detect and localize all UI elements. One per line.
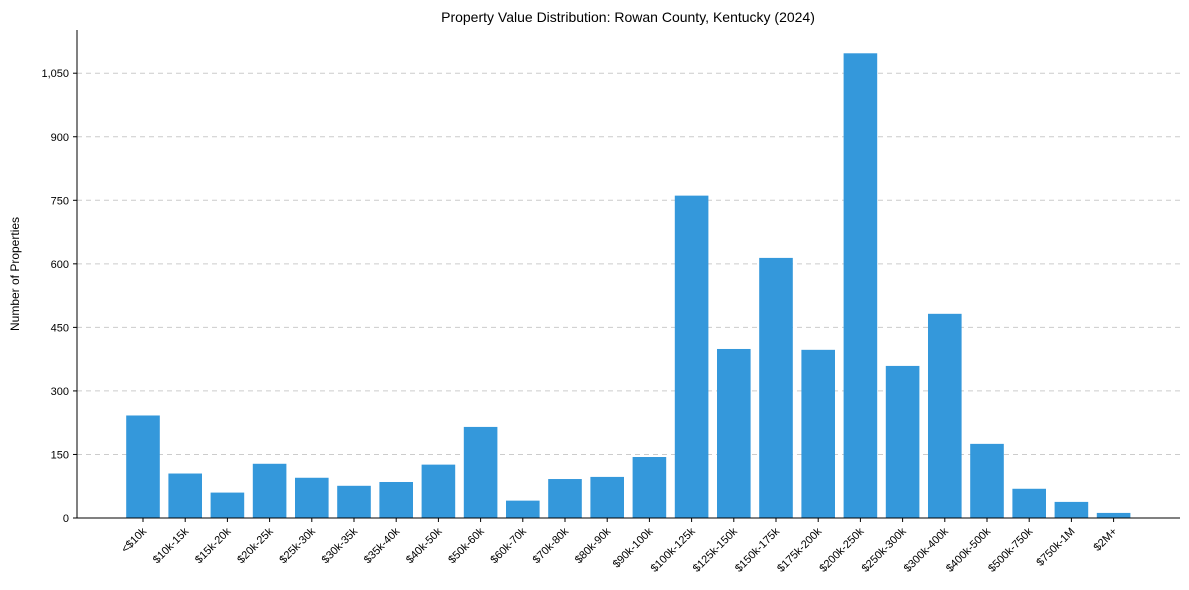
x-tick-label: $40k-50k bbox=[404, 525, 445, 566]
bar-22 bbox=[1054, 501, 1089, 518]
x-tick-label: $60k-70k bbox=[488, 525, 529, 566]
bar-1 bbox=[168, 473, 202, 518]
y-tick-label: 750 bbox=[51, 195, 69, 207]
x-ticks: <$10k $10k-15k $15k-20k $20k-25k $25k-30k $30… bbox=[119, 518, 1120, 575]
y-axis-label: Number of Properties bbox=[8, 217, 22, 331]
x-tick-label: $15k-20k bbox=[193, 525, 234, 566]
y-tick-label: 450 bbox=[51, 322, 69, 334]
x-tick-label: $80k-90k bbox=[573, 525, 614, 566]
x-tick-label: $10k-15k bbox=[151, 525, 192, 566]
y-tick-label: 1,050 bbox=[41, 68, 69, 80]
x-tick-label: $30k-35k bbox=[320, 525, 361, 566]
bar-2 bbox=[210, 492, 245, 518]
bar-23 bbox=[1096, 512, 1131, 518]
x-tick-label: $25k-30k bbox=[277, 525, 318, 566]
x-tick-label: $500k-750k bbox=[986, 525, 1035, 574]
bar-19 bbox=[928, 313, 962, 518]
bar-13 bbox=[674, 195, 709, 518]
gridlines bbox=[77, 72, 1180, 455]
bars bbox=[126, 53, 1131, 518]
bar-15 bbox=[759, 257, 793, 518]
bar-14 bbox=[717, 348, 751, 518]
bar-21 bbox=[1012, 488, 1046, 518]
x-tick-label: $50k-60k bbox=[446, 525, 487, 566]
x-tick-label: $90k-100k bbox=[611, 525, 656, 570]
bar-9 bbox=[506, 500, 540, 518]
bar-8 bbox=[463, 426, 498, 518]
bar-17 bbox=[843, 53, 878, 518]
y-tick-label: 900 bbox=[51, 132, 69, 144]
y-tick-label: 150 bbox=[51, 449, 69, 461]
y-tick-label: 300 bbox=[51, 386, 69, 398]
x-tick-label: $35k-40k bbox=[362, 525, 403, 566]
bar-5 bbox=[337, 485, 371, 518]
bar-12 bbox=[632, 457, 667, 518]
bar-7 bbox=[421, 464, 456, 518]
bar-0 bbox=[126, 415, 160, 518]
bar-3 bbox=[252, 463, 287, 518]
x-tick-label: $20k-25k bbox=[235, 525, 276, 566]
bar-4 bbox=[295, 477, 329, 518]
bar-18 bbox=[885, 365, 920, 518]
chart-title: Property Value Distribution: Rowan Count… bbox=[441, 9, 815, 25]
y-tick-label: 0 bbox=[63, 513, 69, 525]
x-tick-label: <$10k bbox=[119, 525, 149, 555]
bar-6 bbox=[379, 481, 413, 518]
bar-11 bbox=[590, 476, 624, 518]
x-tick-label: $70k-80k bbox=[531, 525, 572, 566]
bar-20 bbox=[970, 443, 1004, 518]
x-tick-label: $750k-1M bbox=[1034, 526, 1077, 569]
bar-16 bbox=[801, 349, 835, 518]
y-tick-label: 600 bbox=[51, 259, 69, 271]
y-ticks: 0 150 300 450 600 750 900 1,050 bbox=[41, 68, 77, 525]
bar-10 bbox=[548, 479, 582, 518]
x-tick-label: $2M+ bbox=[1092, 526, 1120, 554]
